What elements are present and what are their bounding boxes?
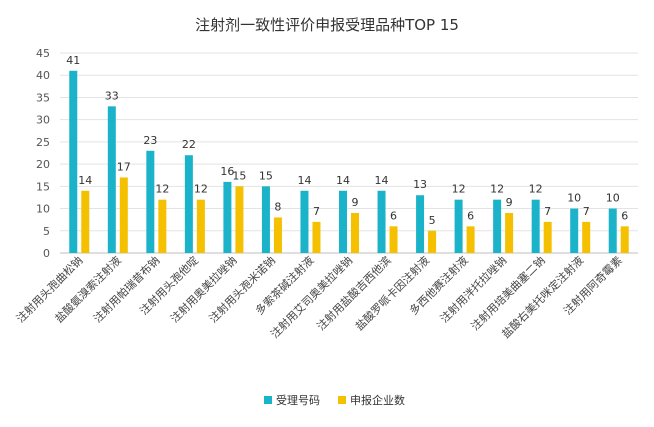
bar-applicant-companies: [582, 221, 591, 253]
data-label: 41: [66, 54, 80, 67]
data-label: 12: [194, 183, 208, 196]
legend-item: 受理号码: [264, 394, 320, 407]
data-label: 12: [490, 183, 504, 196]
bar-accepted-numbers: [146, 150, 155, 253]
bar-accepted-numbers: [107, 106, 116, 253]
bar-applicant-companies: [351, 213, 359, 253]
bar-accepted-numbers: [416, 195, 425, 253]
bar-accepted-numbers: [570, 208, 579, 253]
bar-accepted-numbers: [454, 199, 463, 253]
data-label: 7: [544, 205, 551, 218]
x-axis-ticks: 注射用头孢曲松钠盐酸氨溴索注射液注射用帕瑞昔布钠注射用头孢他啶注射用奥美拉唑钠注…: [13, 253, 625, 341]
bar-applicant-companies: [505, 213, 514, 253]
y-tick-label: 40: [36, 69, 50, 82]
bar-accepted-numbers: [493, 199, 502, 253]
x-tick-label: 注射用盐酸吉西他滨: [314, 253, 394, 333]
bar-accepted-numbers: [377, 190, 386, 253]
legend-swatch: [338, 396, 346, 404]
data-label: 8: [274, 200, 281, 213]
data-label: 16: [220, 165, 234, 178]
x-tick-label: 注射用培美曲塞二钠: [468, 253, 548, 333]
data-label: 9: [352, 196, 359, 209]
bars: [69, 70, 629, 254]
data-label: 6: [621, 209, 628, 222]
data-label: 14: [297, 174, 311, 187]
data-label: 12: [452, 183, 466, 196]
data-label: 12: [529, 183, 543, 196]
legend-label: 申报企业数: [350, 393, 405, 407]
x-tick-label: 盐酸罗哌卡因注射液: [352, 253, 432, 333]
bar-accepted-numbers: [69, 70, 78, 254]
data-label: 10: [606, 192, 620, 205]
data-label: 6: [467, 209, 474, 222]
y-tick-label: 45: [36, 47, 50, 60]
data-label: 5: [429, 214, 436, 227]
x-tick-label: 注射用头孢曲松钠: [13, 253, 85, 325]
y-tick-label: 20: [36, 158, 50, 171]
bar-applicant-companies: [543, 221, 552, 253]
y-tick-label: 35: [36, 91, 50, 104]
legend: 受理号码 申报企业数: [264, 393, 405, 407]
y-tick-label: 10: [36, 203, 50, 216]
bar-accepted-numbers: [184, 155, 193, 253]
data-label: 14: [78, 174, 92, 187]
bar-accepted-numbers: [608, 208, 617, 253]
data-label: 23: [143, 134, 157, 147]
data-label: 15: [232, 169, 246, 182]
bar-accepted-numbers: [261, 186, 270, 253]
gridlines: [60, 52, 638, 254]
legend-swatch: [264, 396, 272, 404]
bar-applicant-companies: [620, 226, 629, 253]
bar-applicant-companies: [119, 177, 128, 253]
x-tick-label: 注射用帕瑞昔布钠: [90, 253, 162, 325]
chart-title: 注射剂一致性评价申报受理品种TOP 15: [195, 16, 459, 34]
y-tick-label: 0: [43, 247, 50, 260]
data-label: 6: [390, 209, 397, 222]
bar-applicant-companies: [81, 190, 90, 253]
data-label: 13: [413, 178, 427, 191]
y-tick-label: 25: [36, 136, 50, 149]
bar-applicant-companies: [389, 226, 398, 253]
x-tick-label: 注射用头孢米诺钠: [206, 253, 278, 325]
legend-item: 申报企业数: [338, 393, 405, 407]
data-label: 10: [567, 192, 581, 205]
bar-applicant-companies: [235, 186, 244, 253]
data-label: 7: [313, 205, 320, 218]
data-label: 14: [375, 174, 389, 187]
y-tick-label: 30: [36, 114, 50, 127]
bar-accepted-numbers: [339, 190, 347, 253]
bar-applicant-companies: [428, 230, 437, 253]
bar-applicant-companies: [273, 217, 282, 253]
data-label: 7: [583, 205, 590, 218]
data-label: 9: [506, 196, 513, 209]
bar-applicant-companies: [196, 199, 205, 253]
legend-label: 受理号码: [276, 394, 320, 407]
data-label: 22: [182, 138, 196, 151]
bar-accepted-numbers: [531, 199, 540, 253]
data-label: 14: [336, 174, 350, 187]
bar-applicant-companies: [158, 199, 167, 253]
data-label: 12: [155, 183, 169, 196]
bar-accepted-numbers: [223, 181, 232, 253]
x-tick-label: 注射用泮托拉唑钠: [437, 253, 509, 325]
bar-applicant-companies: [312, 221, 321, 253]
y-axis-ticks: 0 5 10 15 20 25 30 35 40 45: [36, 47, 50, 260]
y-tick-label: 15: [36, 180, 50, 193]
bar-accepted-numbers: [300, 190, 309, 253]
x-tick-label: 注射用奥美拉唑钠: [167, 253, 239, 325]
data-label: 33: [105, 89, 119, 102]
bar-applicant-companies: [466, 226, 475, 253]
y-tick-label: 5: [43, 225, 50, 238]
data-label: 17: [117, 160, 131, 173]
x-tick-label: 盐酸氨溴索注射液: [52, 253, 124, 325]
data-label: 15: [259, 169, 273, 182]
